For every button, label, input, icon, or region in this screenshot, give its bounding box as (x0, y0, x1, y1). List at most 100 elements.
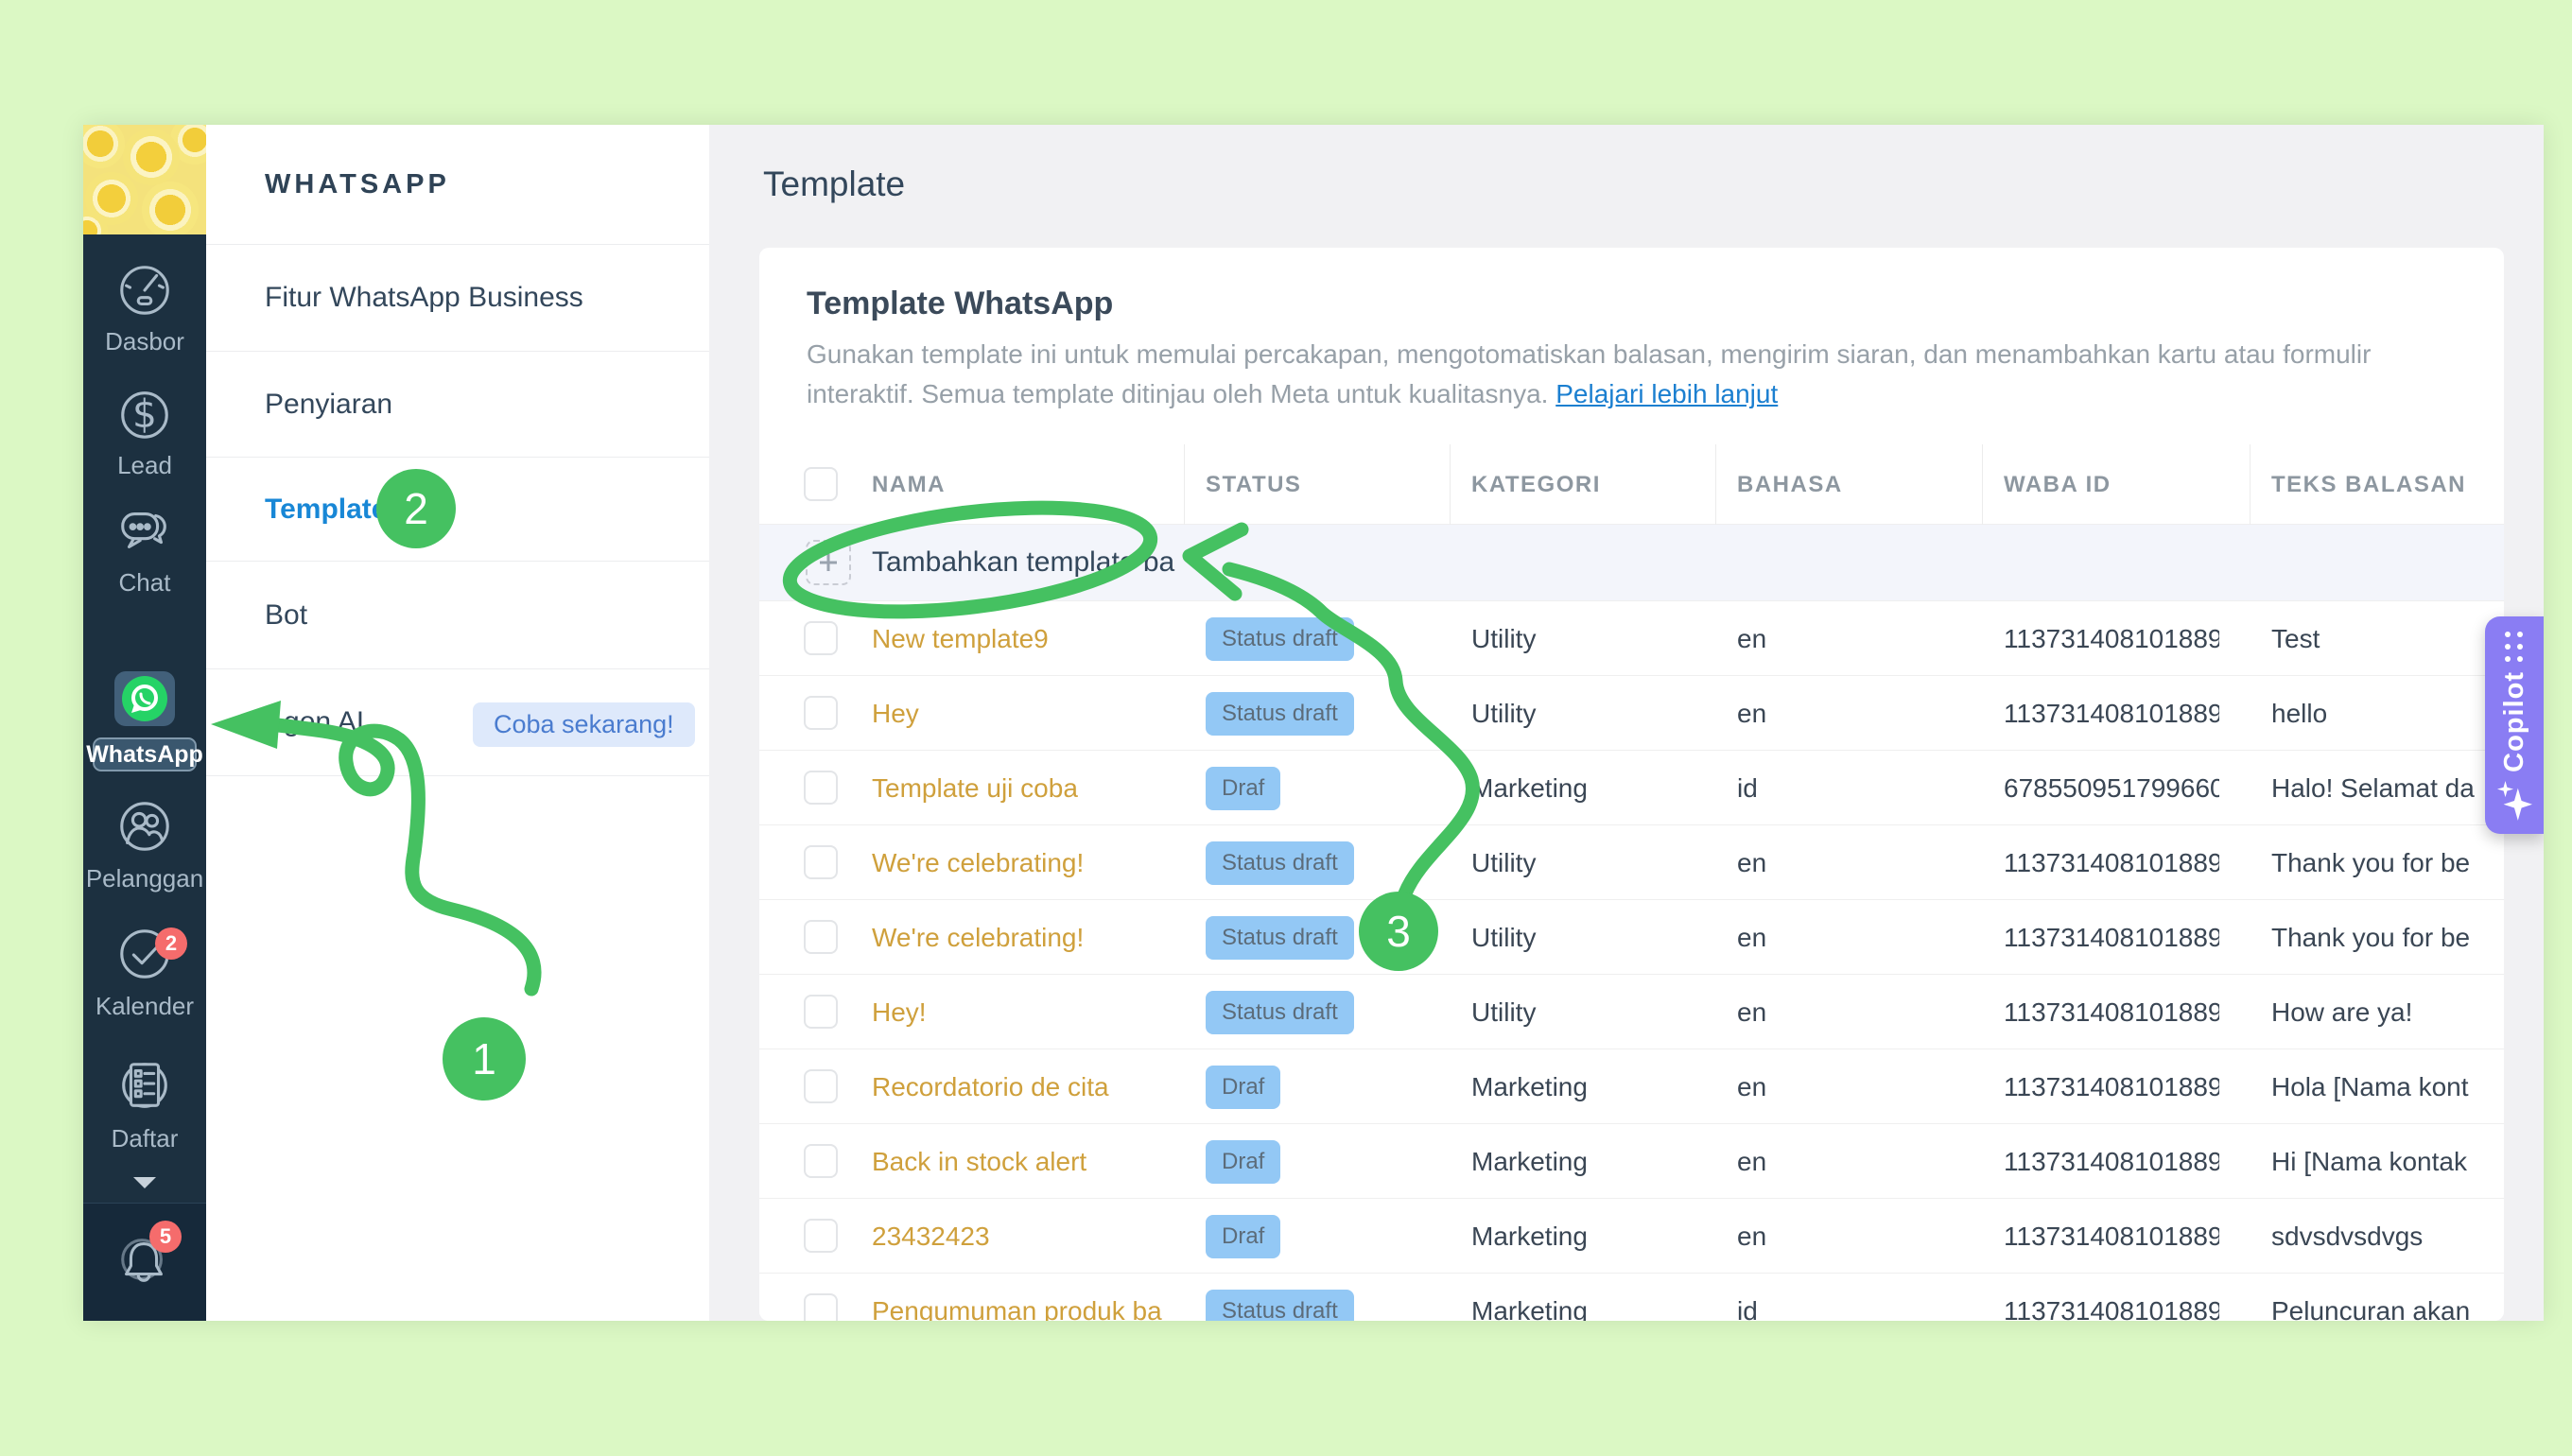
template-name-link[interactable]: We're celebrating! (872, 922, 1085, 952)
bahasa-cell: id (1737, 1295, 1758, 1322)
sidebar-item-dasbor[interactable]: Dasbor (83, 260, 206, 356)
submenu-item-bot[interactable]: Bot (206, 561, 709, 668)
column-header-nama[interactable]: NAMA (872, 471, 946, 497)
status-cell: Status draft (1206, 825, 1354, 900)
submenu-header: WHATSAPP (265, 168, 450, 199)
table-row[interactable]: Hey Status draft Utility en 113731408101… (759, 675, 2504, 750)
column-header-teks-balasan[interactable]: TEKS BALASAN (2271, 471, 2467, 497)
bahasa-cell: en (1737, 623, 1767, 653)
waba-id-cell: 113731408101889 (2004, 698, 2219, 728)
kategori-cell: Utility (1471, 698, 1537, 728)
column-header-waba-id[interactable]: WABA ID (2004, 471, 2111, 497)
submenu-item-penyiaran[interactable]: Penyiaran (206, 351, 709, 457)
bahasa-cell: en (1737, 997, 1767, 1027)
submenu-item-template[interactable]: Template (206, 457, 709, 561)
add-template-label: Tambahkan template ba (872, 546, 1175, 578)
sidebar-item-whatsapp[interactable] (114, 671, 175, 726)
company-logo[interactable] (83, 125, 206, 234)
row-checkbox[interactable] (804, 696, 838, 730)
teks-balasan-cell: Peluncuran akan (2271, 1295, 2471, 1322)
column-divider (1715, 444, 1716, 525)
template-name-link[interactable]: Recordatorio de cita (872, 1071, 1109, 1101)
whatsapp-submenu: WHATSAPP Fitur WhatsApp Business Penyiar… (206, 125, 709, 1321)
column-header-status[interactable]: STATUS (1206, 471, 1302, 497)
row-checkbox[interactable] (804, 1219, 838, 1253)
column-header-kategori[interactable]: KATEGORI (1471, 471, 1601, 497)
svg-text:$: $ (132, 391, 157, 437)
table-row[interactable]: Recordatorio de cita Draf Marketing en 1… (759, 1049, 2504, 1123)
row-checkbox[interactable] (804, 1293, 838, 1321)
status-cell: Draf (1206, 1124, 1281, 1199)
sidebar-item-whatsapp-label[interactable]: WhatsApp (86, 737, 203, 771)
teks-balasan-cell: Thank you for be (2271, 922, 2471, 952)
template-name-link[interactable]: Hey (872, 698, 919, 728)
whatsapp-icon (122, 676, 167, 721)
table-header: NAMA STATUS KATEGORI BAHASA WABA ID TEKS… (759, 444, 2504, 525)
sidebar-item-label: Dasbor (105, 327, 184, 355)
kategori-cell: Utility (1471, 623, 1537, 653)
sidebar-item-kalender[interactable]: Kalender (83, 925, 206, 1021)
row-checkbox[interactable] (804, 920, 838, 954)
sidebar-item-daftar[interactable]: Daftar (83, 1057, 206, 1153)
table-row[interactable]: New template9 Status draft Utility en 11… (759, 600, 2504, 675)
divider (206, 775, 709, 776)
column-header-bahasa[interactable]: BAHASA (1737, 471, 1843, 497)
sidebar-item-chat[interactable]: Chat (83, 501, 206, 598)
table-row[interactable]: Hey! Status draft Utility en 11373140810… (759, 974, 2504, 1049)
sidebar-item-pelanggan[interactable]: Pelanggan (83, 797, 206, 893)
row-checkbox[interactable] (804, 621, 838, 655)
waba-id-cell: 113731408101889 (2004, 1221, 2219, 1251)
drag-handle-icon[interactable] (2504, 632, 2525, 664)
dollar-icon: $ (115, 384, 174, 442)
table-row[interactable]: We're celebrating! Status draft Utility … (759, 899, 2504, 974)
status-badge: Draf (1206, 1139, 1281, 1184)
table-row[interactable]: We're celebrating! Status draft Utility … (759, 824, 2504, 899)
bahasa-cell: en (1737, 847, 1767, 877)
teks-balasan-cell: Test (2271, 623, 2320, 653)
template-name-link[interactable]: Back in stock alert (872, 1146, 1087, 1176)
template-card: Template WhatsApp Gunakan template ini u… (759, 248, 2504, 1321)
status-badge: Draf (1206, 1214, 1281, 1258)
table-row[interactable]: 23432423 Draf Marketing en 1137314081018… (759, 1198, 2504, 1273)
chevron-down-icon[interactable] (133, 1177, 156, 1188)
template-name-link[interactable]: Hey! (872, 997, 927, 1027)
card-description-text: Gunakan template ini untuk memulai perca… (807, 339, 2372, 408)
column-divider (1982, 444, 1983, 525)
sidebar-item-label: Daftar (111, 1124, 179, 1153)
notification-section: 5 (83, 1203, 206, 1321)
row-checkbox[interactable] (804, 845, 838, 879)
status-cell: Status draft (1206, 1274, 1354, 1321)
column-divider (1450, 444, 1451, 525)
status-badge: Draf (1206, 1065, 1281, 1109)
status-badge: Draf (1206, 766, 1281, 810)
row-checkbox[interactable] (804, 771, 838, 805)
teks-balasan-cell: sdvsdvsdvgs (2271, 1221, 2424, 1251)
row-checkbox[interactable] (804, 1069, 838, 1103)
bell-notification-badge: 5 (149, 1221, 182, 1253)
teks-balasan-cell: hello (2271, 698, 2328, 728)
submenu-item-fitur-whatsapp-business[interactable]: Fitur WhatsApp Business (206, 244, 709, 351)
status-cell: Status draft (1206, 975, 1354, 1049)
add-template-row[interactable]: Tambahkan template ba (759, 525, 2504, 600)
template-name-link[interactable]: Pengumuman produk ba (872, 1295, 1162, 1322)
row-checkbox[interactable] (804, 995, 838, 1029)
table-row[interactable]: Template uji coba Draf Marketing id 6785… (759, 750, 2504, 824)
waba-id-cell: 113731408101889 (2004, 847, 2219, 877)
template-name-link[interactable]: 23432423 (872, 1221, 990, 1251)
template-name-link[interactable]: Template uji coba (872, 772, 1078, 803)
status-badge: Status draft (1206, 691, 1354, 736)
table-row[interactable]: Pengumuman produk ba Status draft Market… (759, 1273, 2504, 1321)
kategori-cell: Utility (1471, 922, 1537, 952)
coba-sekarang-badge[interactable]: Coba sekarang! (473, 702, 695, 747)
select-all-checkbox[interactable] (804, 467, 838, 501)
bahasa-cell: en (1737, 1146, 1767, 1176)
template-name-link[interactable]: We're celebrating! (872, 847, 1085, 877)
kategori-cell: Marketing (1471, 1146, 1588, 1176)
learn-more-link[interactable]: Pelajari lebih lanjut (1555, 379, 1779, 408)
copilot-tab[interactable]: Copilot (2485, 616, 2544, 834)
template-name-link[interactable]: New template9 (872, 623, 1049, 653)
waba-id-cell: 113731408101889 (2004, 1146, 2219, 1176)
table-row[interactable]: Back in stock alert Draf Marketing en 11… (759, 1123, 2504, 1198)
row-checkbox[interactable] (804, 1144, 838, 1178)
sidebar-item-lead[interactable]: $ Lead (83, 384, 206, 480)
